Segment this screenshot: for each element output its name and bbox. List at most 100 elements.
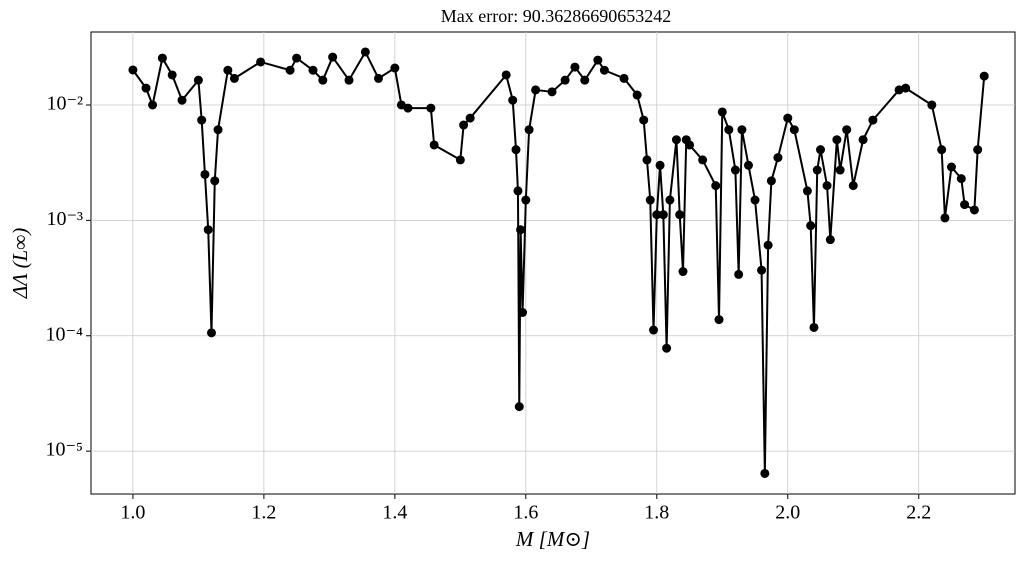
- data-point: [465, 113, 475, 123]
- data-point: [724, 125, 734, 135]
- data-point: [580, 75, 590, 85]
- data-point: [455, 155, 465, 165]
- data-point: [737, 125, 747, 135]
- data-point: [518, 308, 528, 318]
- data-point: [901, 83, 911, 93]
- data-point: [816, 145, 826, 155]
- data-point: [783, 113, 793, 123]
- data-point: [806, 221, 816, 231]
- data-point: [210, 176, 220, 186]
- data-point: [825, 235, 835, 245]
- data-point: [390, 63, 400, 73]
- data-point: [213, 125, 223, 135]
- data-point: [685, 140, 695, 150]
- data-point: [662, 343, 672, 353]
- data-point: [285, 65, 295, 75]
- x-tick-label: 2.2: [906, 502, 931, 524]
- data-point: [639, 115, 649, 125]
- data-point: [665, 195, 675, 205]
- data-point: [848, 181, 858, 191]
- data-point: [730, 165, 740, 175]
- data-point: [763, 240, 773, 250]
- data-point: [514, 402, 524, 412]
- data-point: [822, 181, 832, 191]
- plot-frame: [90, 31, 1016, 495]
- data-point: [956, 174, 966, 184]
- data-point: [858, 135, 868, 145]
- data-point: [652, 210, 662, 220]
- data-point: [599, 65, 609, 75]
- data-point: [426, 103, 436, 113]
- data-point: [292, 53, 302, 63]
- x-tick-label: 2.0: [775, 502, 800, 524]
- data-point: [927, 100, 937, 110]
- data-point: [223, 65, 233, 75]
- y-tick-label: 10⁻²: [46, 93, 83, 115]
- data-point: [937, 145, 947, 155]
- data-line: [132, 49, 986, 474]
- data-point: [743, 160, 753, 170]
- data-point: [403, 103, 413, 113]
- data-point: [979, 71, 989, 81]
- data-point: [360, 47, 370, 57]
- chart-title: Max error: 90.36286690653242: [441, 6, 671, 26]
- data-point: [678, 267, 688, 277]
- data-point: [655, 160, 665, 170]
- data-point: [698, 155, 708, 165]
- data-point: [658, 210, 668, 220]
- data-point: [835, 165, 845, 175]
- data-point: [128, 65, 138, 75]
- data-point: [157, 53, 167, 63]
- data-point: [308, 65, 318, 75]
- data-point: [632, 90, 642, 100]
- data-point: [570, 62, 580, 72]
- x-tick-label: 1.2: [251, 502, 276, 524]
- data-point: [593, 55, 603, 65]
- data-point: [256, 57, 266, 67]
- y-tick-label: 10⁻³: [46, 208, 83, 230]
- data-point: [547, 87, 557, 97]
- data-point: [960, 200, 970, 210]
- data-point: [560, 75, 570, 85]
- data-point: [675, 210, 685, 220]
- data-point: [714, 315, 724, 325]
- data-point: [802, 186, 812, 196]
- data-point: [521, 195, 531, 205]
- data-point: [167, 70, 177, 80]
- data-point: [203, 225, 213, 235]
- data-point: [671, 135, 681, 145]
- data-point: [842, 125, 852, 135]
- data-point: [773, 153, 783, 163]
- data-point: [649, 325, 659, 335]
- data-point: [511, 145, 521, 155]
- data-point: [193, 75, 203, 85]
- x-tick-label: 1.6: [513, 502, 538, 524]
- data-point: [868, 115, 878, 125]
- data-point: [200, 169, 210, 179]
- data-point: [973, 145, 983, 155]
- data-point: [197, 115, 207, 125]
- data-point: [812, 165, 822, 175]
- y-tick-label: 10⁻⁴: [45, 323, 83, 345]
- data-point: [328, 52, 338, 62]
- data-point: [177, 95, 187, 105]
- data-point: [757, 265, 767, 275]
- data-point: [344, 75, 354, 85]
- x-tick-label: 1.4: [382, 502, 407, 524]
- data-point: [940, 213, 950, 223]
- data-point: [524, 125, 534, 135]
- data-point: [750, 195, 760, 205]
- data-point: [318, 75, 328, 85]
- data-point: [229, 73, 239, 83]
- data-point: [206, 328, 216, 338]
- data-point: [459, 120, 469, 130]
- data-point: [141, 83, 151, 93]
- y-axis-label: ΔΛ (L∞): [8, 228, 32, 300]
- data-point: [969, 205, 979, 215]
- data-point: [373, 73, 383, 83]
- x-axis-label: M [M⊙]: [515, 527, 590, 551]
- data-point: [832, 135, 842, 145]
- data-point: [501, 70, 511, 80]
- x-tick-label: 1.0: [120, 502, 145, 524]
